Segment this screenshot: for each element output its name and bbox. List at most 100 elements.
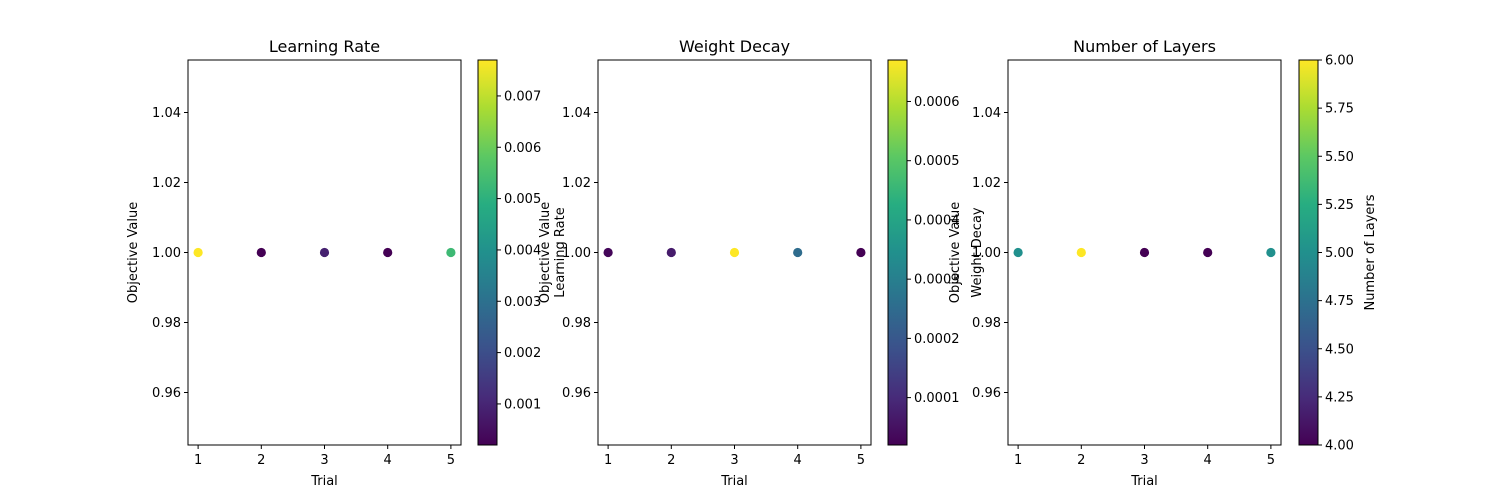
x-tick-label: 2 [257, 453, 265, 468]
x-tick-label: 5 [857, 453, 865, 468]
colorbar-tick-label: 5.00 [1325, 246, 1354, 261]
x-axis-label: Trial [1130, 474, 1158, 489]
y-tick-label: 0.96 [972, 386, 1001, 401]
panel-title: Number of Layers [1073, 37, 1216, 56]
x-tick-label: 3 [320, 453, 328, 468]
colorbar: 4.00 4.25 4.50 4.75 5.00 5.25 5.50 5.75 6.00 [1298, 54, 1354, 454]
colorbar-tick-label: 0.0001 [914, 391, 960, 406]
colorbar-tick-label: 4.25 [1325, 390, 1354, 405]
x-tick-label: 1 [194, 453, 202, 468]
y-axis-label: Objective Value [538, 202, 553, 303]
colorbar-frame [477, 59, 498, 446]
scatter-point [446, 247, 456, 258]
x-axis-label: Trial [720, 474, 748, 489]
scatter-point [666, 247, 676, 258]
colorbar-tick-label: 0.001 [504, 397, 541, 412]
scatter-point [1266, 247, 1276, 258]
y-tick-label: 1.02 [972, 176, 1001, 191]
y-tick-label: 1.02 [562, 176, 591, 191]
colorbar-label: Weight Decay [970, 207, 985, 298]
colorbar-tick-label: 0.006 [504, 141, 541, 156]
colorbar-gradient [478, 60, 497, 445]
y-tick-label: 0.96 [152, 386, 181, 401]
x-tick-label: 3 [730, 453, 738, 468]
x-tick-label: 2 [667, 453, 675, 468]
y-ticks: 0.96 0.98 1.00 1.02 1.04 [152, 106, 188, 401]
x-tick-label: 4 [1204, 453, 1212, 468]
x-ticks: 1 2 3 4 5 [1014, 445, 1275, 468]
colorbar-tick-label: 0.0003 [914, 273, 960, 288]
x-tick-label: 5 [447, 453, 455, 468]
y-tick-label: 1.04 [152, 106, 181, 121]
scatter-point [383, 247, 393, 258]
y-tick-label: 1.00 [562, 246, 591, 261]
scatter-points [1013, 247, 1276, 258]
y-tick-label: 0.98 [562, 316, 591, 331]
colorbar-gradient [888, 60, 907, 445]
scatter-point [256, 247, 266, 258]
colorbar: 0.0001 0.0002 0.0003 0.0004 0.0005 0.0006 [887, 59, 960, 446]
colorbar-tick-label: 4.00 [1325, 439, 1354, 454]
y-tick-label: 0.98 [972, 316, 1001, 331]
y-tick-label: 1.00 [152, 246, 181, 261]
x-tick-label: 2 [1077, 453, 1085, 468]
colorbar-frame [887, 59, 908, 446]
scatter-point [856, 247, 866, 258]
scatter-point [319, 247, 330, 258]
colorbar-tick-label: 4.50 [1325, 342, 1354, 357]
x-tick-label: 4 [794, 453, 802, 468]
y-tick-label: 1.04 [972, 106, 1001, 121]
panel-title: Learning Rate [269, 37, 380, 56]
y-ticks: 0.96 0.98 1.00 1.02 1.04 [972, 106, 1008, 401]
y-ticks: 0.96 0.98 1.00 1.02 1.04 [562, 106, 598, 401]
panel-number-of-layers: Number of Layers Trial Objective Value 1… [948, 37, 1378, 489]
x-tick-label: 5 [1267, 453, 1275, 468]
scatter-point [1203, 247, 1213, 258]
x-tick-label: 1 [604, 453, 612, 468]
panel-learning-rate: Learning Rate Trial Objective Value 1 2 3 4… [126, 37, 568, 489]
scatter-point [793, 247, 803, 258]
y-tick-label: 0.96 [562, 386, 591, 401]
colorbar-tick-label: 0.007 [504, 89, 541, 104]
x-tick-label: 4 [384, 453, 392, 468]
panel-weight-decay: Weight Decay Trial Objective Value 1 2 3 4 5… [538, 37, 985, 489]
scatter-point [603, 247, 613, 258]
scatter-point [729, 247, 740, 258]
colorbar-gradient [1299, 60, 1318, 445]
colorbar: 0.001 0.002 0.003 0.004 0.005 0.006 0.007 [477, 59, 541, 446]
scatter-point [1139, 247, 1150, 258]
colorbar-tick-label: 0.0005 [914, 154, 960, 169]
scatter-points [603, 247, 866, 258]
scatter-point [1076, 247, 1086, 258]
colorbar-tick-label: 0.003 [504, 295, 541, 310]
x-tick-label: 3 [1140, 453, 1148, 468]
y-tick-label: 1.02 [152, 176, 181, 191]
colorbar-tick-label: 0.0006 [914, 95, 960, 110]
colorbar-label: Number of Layers [1363, 194, 1378, 310]
colorbar-label: Learning Rate [553, 207, 568, 297]
x-tick-label: 1 [1014, 453, 1022, 468]
x-ticks: 1 2 3 4 5 [604, 445, 865, 468]
y-axis-label: Objective Value [948, 202, 963, 303]
y-axis-label: Objective Value [126, 202, 141, 303]
colorbar-tick-label: 0.0004 [914, 213, 960, 228]
y-tick-label: 1.00 [972, 246, 1001, 261]
y-tick-label: 0.98 [152, 316, 181, 331]
colorbar-tick-label: 0.004 [504, 243, 541, 258]
scatter-point [1013, 247, 1023, 258]
colorbar-tick-label: 0.002 [504, 346, 541, 361]
colorbar-tick-label: 4.75 [1325, 294, 1354, 309]
colorbar-tick-label: 6.00 [1325, 54, 1354, 69]
x-ticks: 1 2 3 4 5 [194, 445, 455, 468]
colorbar-tick-label: 0.0002 [914, 332, 960, 347]
panel-title: Weight Decay [679, 37, 790, 56]
x-axis-label: Trial [310, 474, 338, 489]
colorbar-tick-label: 5.50 [1325, 150, 1354, 165]
y-tick-label: 1.04 [562, 106, 591, 121]
colorbar-tick-label: 0.005 [504, 192, 541, 207]
colorbar-tick-label: 5.75 [1325, 102, 1354, 117]
colorbar-tick-label: 5.25 [1325, 198, 1354, 213]
scatter-point [193, 247, 203, 258]
